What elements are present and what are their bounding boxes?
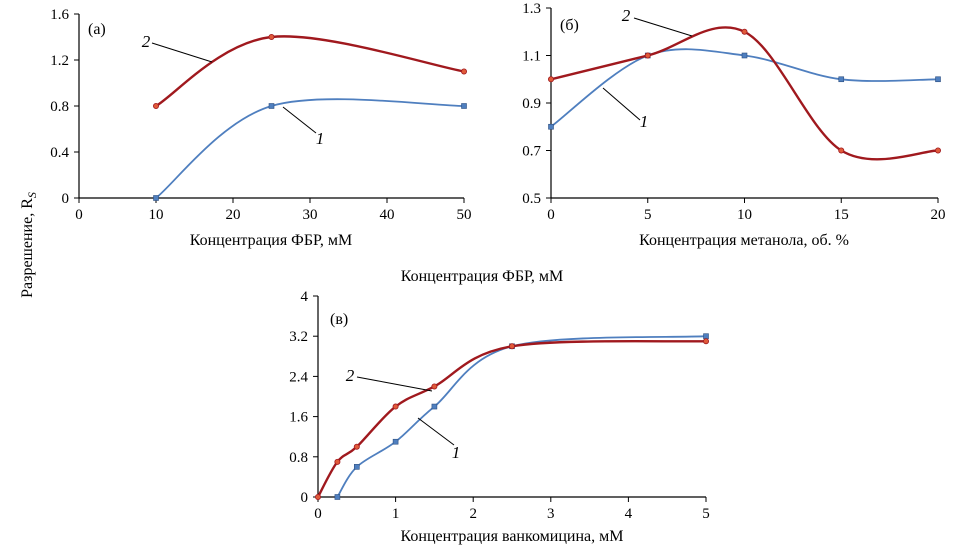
series-2-point bbox=[392, 403, 399, 410]
series-2-leader-line bbox=[151, 42, 213, 63]
series-1-point bbox=[548, 123, 554, 130]
series-2-point bbox=[314, 493, 321, 500]
y-tick-label: 3.2 bbox=[289, 329, 308, 345]
panel-label: (а) bbox=[88, 21, 106, 38]
x-tick-label: 30 bbox=[303, 207, 318, 223]
series-1-point bbox=[392, 438, 399, 445]
series-1-label: 1 bbox=[640, 112, 649, 131]
x-tick-label: 15 bbox=[834, 207, 849, 223]
series-2-point bbox=[460, 68, 467, 75]
x-tick-label: 3 bbox=[547, 506, 555, 522]
y-tick-label: 0.5 bbox=[522, 191, 541, 207]
series-1-point bbox=[461, 103, 467, 109]
y-tick-label: 1.1 bbox=[522, 49, 541, 65]
series-2-leader-line bbox=[356, 376, 433, 392]
series-1-point bbox=[838, 76, 845, 83]
series-1-point bbox=[268, 103, 275, 109]
series-2-point bbox=[935, 147, 942, 154]
x-tick-label: 0 bbox=[547, 207, 555, 223]
series-1-leader-line bbox=[282, 106, 317, 134]
x-tick-label: 10 bbox=[149, 207, 164, 223]
y-tick-label: 1.2 bbox=[50, 53, 69, 69]
series-1-point bbox=[334, 494, 341, 500]
x-tick-label: 1 bbox=[392, 506, 400, 522]
series-1-point bbox=[703, 333, 709, 340]
y-tick-label: 0.4 bbox=[50, 145, 69, 161]
series-2-point bbox=[431, 383, 438, 390]
series-2-line bbox=[155, 35, 465, 108]
series-2-point bbox=[334, 458, 341, 465]
series-2-point bbox=[644, 52, 651, 59]
series-2-point bbox=[268, 34, 275, 41]
x-tick-label: 5 bbox=[702, 506, 710, 522]
panel-b: 0 5 10 15 20 0.5 0.7 0.9 1.1 1.3 Концентрация мета… bbox=[522, 1, 945, 249]
panel-a: 0 10 20 30 40 50 0 0.4 0.8 1.2 1.6 Концентрация ФБР… bbox=[50, 7, 471, 249]
y-tick-label: 0 bbox=[301, 490, 309, 506]
panel-label: (б) bbox=[560, 17, 579, 34]
series-1-point bbox=[431, 403, 438, 410]
series-2-point bbox=[741, 28, 748, 35]
x-tick-label: 50 bbox=[457, 207, 472, 223]
panel-label: (в) bbox=[330, 311, 348, 328]
x-tick-label: 0 bbox=[75, 207, 83, 223]
x-axis-label: Концентрация ФБР, мМ bbox=[190, 232, 353, 249]
y-tick-label: 0.8 bbox=[289, 450, 308, 466]
series-2-leader-line bbox=[633, 17, 693, 37]
series-2-point bbox=[353, 443, 360, 450]
series-2-point bbox=[838, 147, 845, 154]
y-tick-label: 1.6 bbox=[50, 7, 69, 23]
series-2-label: 2 bbox=[142, 32, 151, 51]
series-1-point bbox=[353, 464, 360, 470]
y-tick-label: 0.9 bbox=[522, 96, 541, 112]
series-1-point bbox=[741, 52, 748, 59]
series-1-label: 1 bbox=[452, 443, 461, 462]
y-tick-label: 0.7 bbox=[522, 144, 541, 160]
y-tick-label: 1.6 bbox=[289, 410, 308, 426]
series-2-point bbox=[508, 343, 515, 350]
x-tick-label: 20 bbox=[931, 207, 946, 223]
x-tick-label: 20 bbox=[226, 207, 241, 223]
series-1-line bbox=[155, 98, 465, 199]
x-tick-label: 0 bbox=[314, 506, 322, 522]
series-1-leader-line bbox=[417, 417, 455, 446]
y-tick-label: 0.8 bbox=[50, 99, 69, 115]
series-2-label: 2 bbox=[346, 366, 355, 385]
series-1-leader-line bbox=[602, 87, 641, 121]
x-tick-label: 4 bbox=[625, 506, 633, 522]
x-tick-label: 40 bbox=[380, 207, 395, 223]
series-2-point bbox=[152, 103, 159, 110]
series-2-point bbox=[703, 338, 710, 345]
y-tick-label: 2.4 bbox=[289, 369, 308, 385]
series-1-point bbox=[935, 76, 941, 83]
y-tick-label: 0 bbox=[62, 191, 70, 207]
series-2-label: 2 bbox=[622, 6, 631, 25]
y-tick-label: 4 bbox=[301, 289, 309, 305]
series-2-line bbox=[316, 339, 707, 498]
y-tick-label: 1.3 bbox=[522, 1, 541, 17]
x-tick-label: 5 bbox=[644, 207, 652, 223]
x-tick-label: 2 bbox=[469, 506, 477, 522]
series-1-line bbox=[336, 335, 707, 498]
series-1-line bbox=[550, 48, 939, 128]
x-tick-label: 10 bbox=[737, 207, 752, 223]
series-2-line bbox=[550, 26, 939, 161]
shared-y-axis-label: Разрешение, RS bbox=[19, 192, 39, 298]
series-1-point bbox=[153, 195, 159, 201]
series-2-point bbox=[548, 76, 555, 83]
x-axis-label: Концентрация ванкомицина, мМ bbox=[401, 528, 624, 545]
shared-x-axis-label: Концентрация ФБР, мМ bbox=[401, 268, 564, 285]
x-axis-label: Концентрация метанола, об. % bbox=[639, 232, 849, 249]
series-1-label: 1 bbox=[316, 129, 325, 148]
